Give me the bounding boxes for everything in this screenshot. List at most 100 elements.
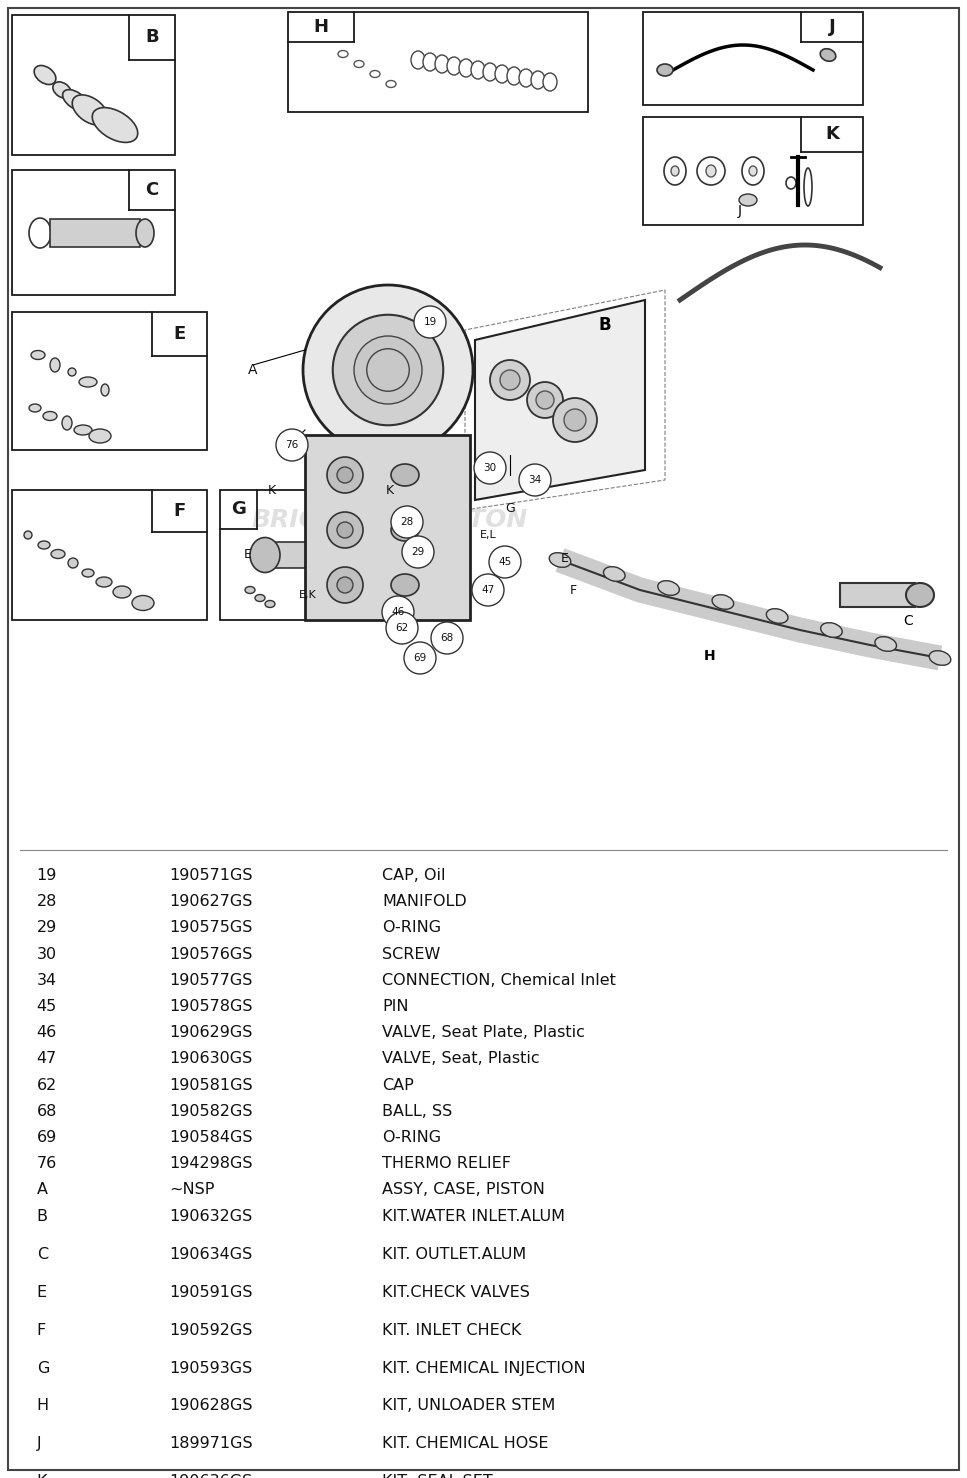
Ellipse shape [706, 166, 716, 177]
Circle shape [382, 596, 414, 628]
Text: VALVE, Seat Plate, Plastic: VALVE, Seat Plate, Plastic [382, 1026, 585, 1041]
Text: KIT.WATER INLET.ALUM: KIT.WATER INLET.ALUM [382, 1209, 565, 1224]
Text: 19: 19 [37, 868, 57, 882]
Text: 34: 34 [37, 973, 57, 987]
Ellipse shape [527, 381, 563, 418]
Ellipse shape [821, 622, 842, 637]
Text: F: F [570, 584, 576, 597]
Text: 189971GS: 189971GS [169, 1437, 252, 1451]
Circle shape [366, 349, 409, 392]
Circle shape [354, 336, 422, 403]
Ellipse shape [265, 600, 275, 607]
Text: 69: 69 [413, 653, 426, 664]
Text: 190592GS: 190592GS [169, 1323, 252, 1338]
Ellipse shape [519, 69, 533, 87]
Circle shape [327, 457, 363, 494]
Text: KIT, SEAL SET: KIT, SEAL SET [382, 1475, 493, 1478]
Ellipse shape [68, 559, 78, 568]
Text: 28: 28 [400, 517, 414, 528]
Ellipse shape [96, 576, 112, 587]
Ellipse shape [749, 166, 757, 176]
Ellipse shape [354, 61, 364, 68]
Text: 190636GS: 190636GS [169, 1475, 252, 1478]
Ellipse shape [507, 67, 521, 86]
Ellipse shape [435, 55, 449, 72]
Text: 69: 69 [37, 1131, 57, 1145]
Ellipse shape [255, 594, 265, 602]
Ellipse shape [92, 108, 137, 142]
Ellipse shape [391, 573, 419, 596]
Text: J: J [829, 18, 835, 35]
Text: E,K: E,K [299, 590, 317, 600]
Ellipse shape [495, 65, 509, 83]
Ellipse shape [73, 95, 107, 126]
Bar [12, 15, 175, 155]
Circle shape [402, 537, 434, 568]
Text: 190575GS: 190575GS [169, 921, 252, 936]
Ellipse shape [875, 637, 896, 652]
Text: E: E [173, 325, 186, 343]
Text: 190571GS: 190571GS [169, 868, 252, 882]
Text: 28: 28 [37, 894, 57, 909]
Text: C: C [146, 180, 159, 200]
Ellipse shape [24, 531, 32, 539]
Text: J: J [738, 204, 742, 217]
Text: 190634GS: 190634GS [169, 1246, 252, 1262]
Text: B: B [37, 1209, 47, 1224]
Text: H: H [313, 18, 329, 35]
Ellipse shape [929, 650, 951, 665]
Text: 190628GS: 190628GS [169, 1398, 252, 1413]
Text: E: E [561, 551, 569, 565]
Text: KIT. CHEMICAL HOSE: KIT. CHEMICAL HOSE [382, 1437, 548, 1451]
Text: KIT, UNLOADER STEM: KIT, UNLOADER STEM [382, 1398, 555, 1413]
Text: BALL, SS: BALL, SS [382, 1104, 453, 1119]
Text: G: G [505, 501, 514, 514]
Text: 190577GS: 190577GS [169, 973, 252, 987]
Bar [220, 491, 390, 619]
Ellipse shape [391, 519, 419, 541]
Text: 190593GS: 190593GS [169, 1361, 252, 1376]
Ellipse shape [742, 157, 764, 185]
Text: E,L: E,L [480, 531, 496, 539]
Text: VALVE, Seat, Plastic: VALVE, Seat, Plastic [382, 1051, 540, 1067]
Text: 194298GS: 194298GS [169, 1156, 252, 1171]
Bar [12, 491, 207, 619]
Text: CAP: CAP [382, 1077, 414, 1092]
Circle shape [303, 285, 473, 455]
Text: 190581GS: 190581GS [169, 1077, 252, 1092]
Ellipse shape [767, 609, 788, 624]
Text: 68: 68 [440, 633, 454, 643]
Text: B: B [145, 28, 159, 46]
Text: G: G [37, 1361, 49, 1376]
Circle shape [404, 641, 436, 674]
Bar [840, 582, 915, 607]
Ellipse shape [68, 368, 76, 375]
Text: 68: 68 [37, 1104, 57, 1119]
Ellipse shape [63, 90, 87, 111]
Ellipse shape [391, 464, 419, 486]
Ellipse shape [500, 370, 520, 390]
Text: G: G [231, 501, 247, 519]
Text: KIT. INLET CHECK: KIT. INLET CHECK [382, 1323, 521, 1338]
Circle shape [327, 511, 363, 548]
Text: 190629GS: 190629GS [169, 1026, 252, 1041]
Bar [12, 312, 207, 449]
Bar [288, 12, 588, 112]
Ellipse shape [411, 52, 425, 69]
Ellipse shape [603, 566, 625, 581]
Text: 29: 29 [37, 921, 57, 936]
Circle shape [327, 568, 363, 603]
Text: 76: 76 [285, 440, 299, 449]
Ellipse shape [564, 409, 586, 432]
Text: 190632GS: 190632GS [169, 1209, 252, 1224]
Ellipse shape [29, 403, 41, 412]
Text: A: A [249, 364, 258, 377]
Ellipse shape [79, 377, 97, 387]
Text: THERMO RELIEF: THERMO RELIEF [382, 1156, 511, 1171]
Ellipse shape [804, 168, 812, 205]
Ellipse shape [370, 71, 380, 77]
Ellipse shape [245, 587, 255, 594]
Ellipse shape [490, 361, 530, 401]
Circle shape [391, 505, 423, 538]
Ellipse shape [671, 166, 679, 176]
